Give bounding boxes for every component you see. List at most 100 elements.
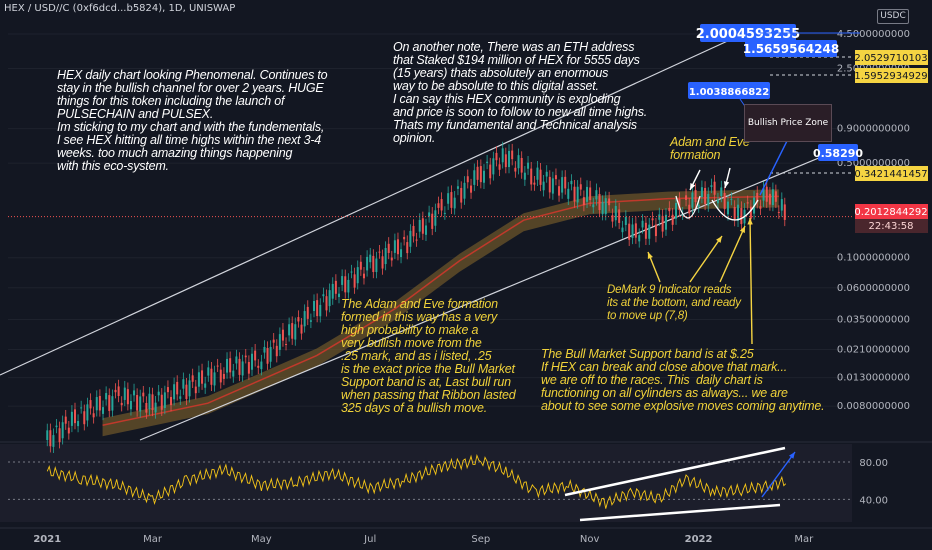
candle-body [713,181,716,195]
candle-body [765,186,768,202]
price-tick-label: 0.0210000000 [837,344,910,355]
candle-body [511,150,514,160]
candle-body [746,202,749,204]
candle-body [260,361,263,370]
candle-body [601,201,604,215]
candle-body [737,204,740,221]
candle-body [638,235,641,242]
candle-body [716,199,719,204]
annotation-line: Thats my fundamental and Technical analy… [393,118,637,132]
candle-body [520,157,523,173]
candle-body [347,279,350,293]
candle-body [176,381,179,395]
candle-body [783,204,786,220]
candle-body [366,256,369,271]
candle-body [114,389,117,393]
candle-body [102,407,105,414]
price-badge-label: 0.3421441457 [854,169,927,180]
bull-band-arrow [749,217,753,345]
candle-body [618,209,621,223]
candle-body [325,296,328,311]
candle-body [710,185,713,187]
candle-body [554,175,557,180]
candle-body [466,176,469,183]
candle-body [362,273,365,279]
candle-body [86,404,89,421]
candle-body [344,276,347,293]
candle-body [80,407,83,409]
candle-body [621,227,624,233]
annotation-line: we are off to the races. This daily char… [541,373,763,387]
candle-body [213,372,216,386]
adam-eve-arrow-head [723,181,730,188]
annotation-eth-address: On another note, There was an ETH addres… [393,41,647,145]
candle-body [303,311,306,327]
candle-body [440,199,443,211]
candle-body [226,358,229,373]
candle-body [486,161,489,163]
candle-body [148,393,151,410]
candle-body [319,304,322,317]
time-tick-label: 2022 [685,534,713,545]
candle-body [489,164,492,179]
candle-body [185,384,188,399]
candle-body [204,383,207,388]
candle-body [730,198,733,200]
candle-body [70,411,73,426]
annotation-line: If HEX can break and close above that ma… [541,360,787,374]
candle-body [210,368,213,385]
candle-body [498,164,501,170]
candle-body [700,187,703,197]
candle-body [434,210,437,226]
candle-body [98,395,101,411]
annotation-line: to move up (7,8) [607,310,688,322]
candle-body [648,224,651,239]
demark-arrow [719,225,746,283]
candle-body [604,198,607,215]
annotation-line: (15 years) thats absolutely an enormous [393,66,609,80]
candle-body [145,402,148,413]
candle-body [285,344,288,346]
annotation-line: HEX daily chart looking Phenomenal. Cont… [57,68,328,82]
candle-body [412,225,415,237]
demark-arrow-head [716,236,722,243]
candle-countdown: 22:43:58 [869,221,914,232]
candle-body [95,397,98,411]
candle-body [450,192,453,208]
candle-body [628,223,631,240]
candle-body [341,276,344,285]
annotation-line: On another note, There was an ETH addres… [393,40,635,54]
candle-body [173,384,176,400]
annotation-line: its at the bottom, and ready [607,297,741,309]
price-badge-label: 2.0529710103 [854,53,927,64]
candle-body [644,222,647,239]
candle-body [453,197,456,209]
chart-header: HEX / USD//C (0xf6dcd...b5824), 1D, UNIS… [4,3,236,14]
price-badge-bg [855,166,928,181]
candle-body [608,198,611,206]
candle-body [291,323,294,339]
candle-body [688,204,691,214]
candle-body [545,171,548,177]
candle-body [678,198,681,211]
candle-body [685,195,688,201]
candle-body [598,193,601,211]
candle-body [73,409,76,424]
currency-badge[interactable]: USDC [877,9,909,24]
candle-body [191,375,194,382]
annotation-line: Im sticking to my chart and with the fun… [57,120,325,134]
candle-body [179,396,182,399]
candle-body [768,193,771,205]
candle-body [415,239,418,241]
candle-body [123,387,126,400]
demark-arrow [689,235,723,283]
candle-body [704,187,707,204]
annotation-line: opinion. [393,131,436,145]
candle-body [378,251,381,253]
candle-body [133,390,136,396]
time-tick-label: Mar [143,534,163,545]
candle-body [381,256,384,269]
bull-band-arrow-head [747,218,753,225]
price-axis-badge: 1.5952934929 [854,68,928,83]
